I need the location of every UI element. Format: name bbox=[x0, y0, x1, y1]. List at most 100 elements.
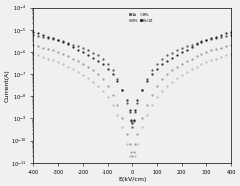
5% bbox=[116, 104, 119, 106]
5% bbox=[180, 62, 183, 65]
1b bbox=[175, 49, 178, 51]
1b bbox=[210, 38, 213, 40]
1b bbox=[200, 40, 203, 43]
IB:IIZ bbox=[96, 60, 99, 62]
IB:IIZ bbox=[175, 54, 178, 56]
8% bbox=[126, 143, 129, 145]
IB:IIZ bbox=[180, 51, 183, 53]
8% bbox=[121, 126, 124, 128]
5% bbox=[101, 78, 104, 80]
8% bbox=[106, 96, 109, 98]
8% bbox=[101, 90, 104, 92]
1b bbox=[91, 52, 94, 54]
8% bbox=[180, 74, 183, 76]
5% bbox=[57, 51, 60, 53]
1b bbox=[225, 35, 228, 37]
1b bbox=[52, 38, 55, 40]
8% bbox=[47, 58, 50, 60]
1b bbox=[195, 42, 198, 44]
8% bbox=[32, 53, 35, 55]
IB:IIZ bbox=[200, 41, 203, 43]
5% bbox=[165, 73, 168, 75]
5% bbox=[230, 44, 233, 46]
IB:IIZ bbox=[126, 99, 129, 101]
IB:IIZ bbox=[42, 34, 45, 36]
5% bbox=[96, 73, 99, 75]
1b bbox=[121, 89, 124, 91]
1b bbox=[215, 36, 218, 39]
1b bbox=[72, 44, 74, 46]
5% bbox=[156, 85, 158, 87]
8% bbox=[111, 104, 114, 106]
5% bbox=[52, 49, 55, 51]
1b bbox=[220, 35, 223, 38]
8% bbox=[185, 70, 188, 73]
8% bbox=[52, 59, 55, 62]
IB:IIZ bbox=[32, 31, 35, 33]
5% bbox=[133, 143, 136, 145]
1b bbox=[180, 47, 183, 49]
5% bbox=[86, 65, 89, 68]
1b bbox=[151, 69, 154, 71]
8% bbox=[62, 63, 65, 65]
5% bbox=[126, 133, 129, 135]
1b bbox=[101, 58, 104, 60]
IB:IIZ bbox=[136, 99, 139, 101]
8% bbox=[141, 126, 144, 128]
Y-axis label: Current(A): Current(A) bbox=[4, 69, 9, 102]
IB:IIZ bbox=[190, 46, 193, 48]
8% bbox=[133, 155, 136, 157]
IB:IIZ bbox=[130, 118, 132, 121]
5% bbox=[121, 117, 124, 120]
1b bbox=[77, 45, 79, 47]
5% bbox=[32, 44, 35, 46]
5% bbox=[190, 58, 193, 60]
8% bbox=[131, 168, 134, 171]
IB:IIZ bbox=[156, 67, 158, 70]
IB:IIZ bbox=[52, 37, 55, 39]
5% bbox=[130, 151, 132, 153]
5% bbox=[77, 60, 79, 62]
IB:IIZ bbox=[205, 39, 208, 41]
1b bbox=[131, 126, 134, 128]
5% bbox=[225, 45, 228, 47]
1b bbox=[32, 34, 35, 36]
5% bbox=[141, 117, 144, 120]
8% bbox=[136, 143, 139, 145]
8% bbox=[200, 63, 203, 65]
1b bbox=[96, 54, 99, 57]
5% bbox=[47, 48, 50, 50]
1b bbox=[146, 78, 149, 80]
5% bbox=[170, 69, 173, 71]
IB:IIZ bbox=[170, 57, 173, 59]
5% bbox=[220, 46, 223, 49]
5% bbox=[161, 78, 163, 80]
1b bbox=[126, 102, 129, 104]
5% bbox=[215, 48, 218, 50]
IB:IIZ bbox=[141, 89, 144, 91]
IB:IIZ bbox=[121, 89, 124, 91]
Line: 5%: 5% bbox=[33, 44, 232, 157]
5% bbox=[106, 85, 109, 87]
5% bbox=[151, 94, 154, 96]
IB:IIZ bbox=[106, 67, 109, 70]
1b bbox=[86, 49, 89, 51]
5% bbox=[146, 104, 149, 106]
8% bbox=[225, 54, 228, 57]
1b bbox=[106, 62, 109, 65]
5% bbox=[210, 49, 213, 51]
8% bbox=[72, 68, 74, 70]
IB:IIZ bbox=[151, 73, 154, 75]
5% bbox=[131, 155, 134, 157]
5% bbox=[66, 55, 69, 57]
IB:IIZ bbox=[111, 73, 114, 75]
Line: 1b: 1b bbox=[33, 34, 232, 128]
1b bbox=[141, 89, 144, 91]
Line: IB:IIZ: IB:IIZ bbox=[33, 31, 232, 124]
8% bbox=[151, 104, 154, 106]
8% bbox=[210, 59, 213, 62]
IB:IIZ bbox=[225, 32, 228, 34]
1b bbox=[42, 35, 45, 38]
1b bbox=[156, 62, 158, 65]
1b bbox=[136, 102, 139, 104]
